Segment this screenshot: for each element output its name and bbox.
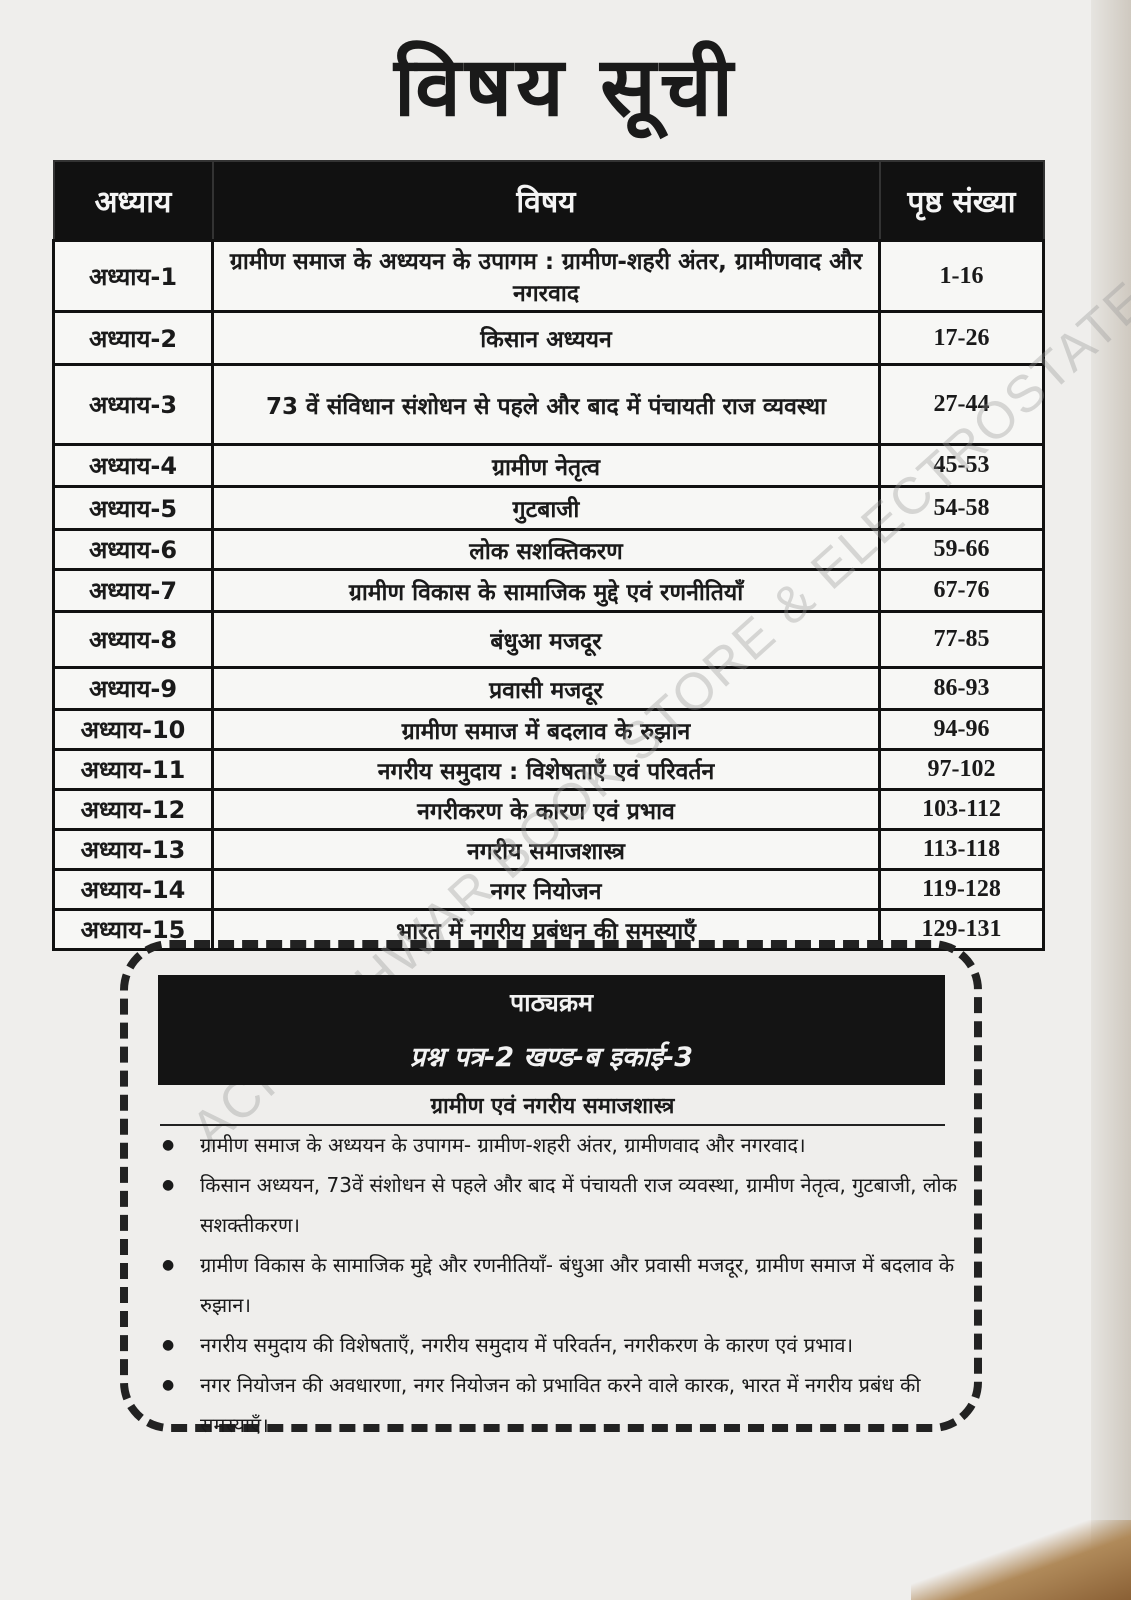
topic-cell: नगर नियोजन: [211, 868, 881, 911]
chapter-cell: अध्याय-13: [52, 828, 214, 871]
chapter-cell: अध्याय-4: [52, 443, 214, 488]
topic-cell: ग्रामीण नेतृत्व: [211, 443, 881, 488]
chapter-cell: अध्याय-3: [52, 363, 214, 446]
pages-cell: 77-85: [878, 610, 1045, 669]
topic-cell: किसान अध्ययन: [211, 310, 881, 366]
header-chapter: अध्याय: [52, 160, 214, 242]
topic-cell: ग्रामीण समाज के अध्ययन के उपागम : ग्रामी…: [211, 239, 881, 313]
syllabus-list: ग्रामीण समाज के अध्ययन के उपागम- ग्रामीण…: [160, 1125, 985, 1445]
book-corner: [911, 1520, 1131, 1600]
contents-table: अध्याय विषय पृष्ठ संख्या अध्याय-1 ग्रामीण…: [52, 160, 1045, 951]
table-row: अध्याय-14 नगर नियोजन 119-128: [52, 868, 1045, 911]
pages-cell: 67-76: [878, 568, 1045, 613]
chapter-cell: अध्याय-7: [52, 568, 214, 613]
header-pages: पृष्ठ संख्या: [878, 160, 1045, 242]
chapter-cell: अध्याय-6: [52, 528, 214, 571]
table-row: अध्याय-3 73 वें संविधान संशोधन से पहले और…: [52, 363, 1045, 446]
chapter-cell: अध्याय-11: [52, 748, 214, 791]
topic-cell: लोक सशक्तिकरण: [211, 528, 881, 571]
table-header: अध्याय विषय पृष्ठ संख्या: [52, 160, 1045, 242]
chapter-cell: अध्याय-1: [52, 239, 214, 313]
table-row: अध्याय-7 ग्रामीण विकास के सामाजिक मुद्दे …: [52, 568, 1045, 613]
pages-cell: 119-128: [878, 868, 1045, 911]
pages-cell: 113-118: [878, 828, 1045, 871]
pages-cell: 1-16: [878, 239, 1045, 313]
pages-cell: 45-53: [878, 443, 1045, 488]
page-title: विषय सूची: [393, 40, 738, 135]
chapter-cell: अध्याय-2: [52, 310, 214, 366]
topic-cell: बंधुआ मजदूर: [211, 610, 881, 669]
topic-cell: नगरीकरण के कारण एवं प्रभाव: [211, 788, 881, 831]
topic-cell: ग्रामीण समाज में बदलाव के रुझान: [211, 708, 881, 751]
table-row: अध्याय-9 प्रवासी मजदूर 86-93: [52, 666, 1045, 711]
pages-cell: 59-66: [878, 528, 1045, 571]
syllabus-subheading: प्रश्न पत्र-2 खण्ड-ब इकाई-3: [409, 1042, 694, 1073]
chapter-cell: अध्याय-9: [52, 666, 214, 711]
chapter-cell: अध्याय-12: [52, 788, 214, 831]
table-row: अध्याय-12 नगरीकरण के कारण एवं प्रभाव 103-1…: [52, 788, 1045, 831]
table-row: अध्याय-10 ग्रामीण समाज में बदलाव के रुझान…: [52, 708, 1045, 751]
pages-cell: 17-26: [878, 310, 1045, 366]
topic-cell: नगरीय समाजशास्त्र: [211, 828, 881, 871]
topic-cell: प्रवासी मजदूर: [211, 666, 881, 711]
chapter-cell: अध्याय-14: [52, 868, 214, 911]
syllabus-heading: पाठ्यक्रम: [509, 988, 594, 1017]
page-edge: [1091, 0, 1131, 1600]
list-item: नगरीय समुदाय की विशेषताएँ, नगरीय समुदाय …: [162, 1325, 985, 1365]
chapter-cell: अध्याय-8: [52, 610, 214, 669]
pages-cell: 54-58: [878, 485, 1045, 531]
table-row: अध्याय-5 गुटबाजी 54-58: [52, 485, 1045, 531]
table-row: अध्याय-4 ग्रामीण नेतृत्व 45-53: [52, 443, 1045, 488]
table-row: अध्याय-8 बंधुआ मजदूर 77-85: [52, 610, 1045, 669]
list-item: ग्रामीण समाज के अध्ययन के उपागम- ग्रामीण…: [162, 1125, 985, 1165]
pages-cell: 97-102: [878, 748, 1045, 791]
pages-cell: 103-112: [878, 788, 1045, 831]
pages-cell: 27-44: [878, 363, 1045, 446]
table-row: अध्याय-1 ग्रामीण समाज के अध्ययन के उपागम …: [52, 239, 1045, 313]
list-item: किसान अध्ययन, 73वें संशोधन से पहले और बा…: [162, 1165, 985, 1245]
topic-cell: 73 वें संविधान संशोधन से पहले और बाद में…: [211, 363, 881, 446]
table-row: अध्याय-2 किसान अध्ययन 17-26: [52, 310, 1045, 366]
pages-cell: 94-96: [878, 708, 1045, 751]
list-item: ग्रामीण विकास के सामाजिक मुद्दे और रणनीत…: [162, 1245, 985, 1325]
topic-cell: ग्रामीण विकास के सामाजिक मुद्दे एवं रणनी…: [211, 568, 881, 613]
list-item: नगर नियोजन की अवधारणा, नगर नियोजन को प्र…: [162, 1365, 985, 1445]
chapter-cell: अध्याय-10: [52, 708, 214, 751]
pages-cell: 129-131: [878, 908, 1045, 951]
topic-cell: गुटबाजी: [211, 485, 881, 531]
topic-cell: नगरीय समुदाय : विशेषताएँ एवं परिवर्तन: [211, 748, 881, 791]
syllabus-banner: पाठ्यक्रम प्रश्न पत्र-2 खण्ड-ब इकाई-3: [158, 975, 945, 1085]
table-row: अध्याय-6 लोक सशक्तिकरण 59-66: [52, 528, 1045, 571]
header-topic: विषय: [211, 160, 881, 242]
chapter-cell: अध्याय-5: [52, 485, 214, 531]
syllabus-section-title: ग्रामीण एवं नगरीय समाजशास्त्र: [160, 1090, 945, 1126]
table-row: अध्याय-11 नगरीय समुदाय : विशेषताएँ एवं पर…: [52, 748, 1045, 791]
pages-cell: 86-93: [878, 666, 1045, 711]
table-row: अध्याय-13 नगरीय समाजशास्त्र 113-118: [52, 828, 1045, 871]
